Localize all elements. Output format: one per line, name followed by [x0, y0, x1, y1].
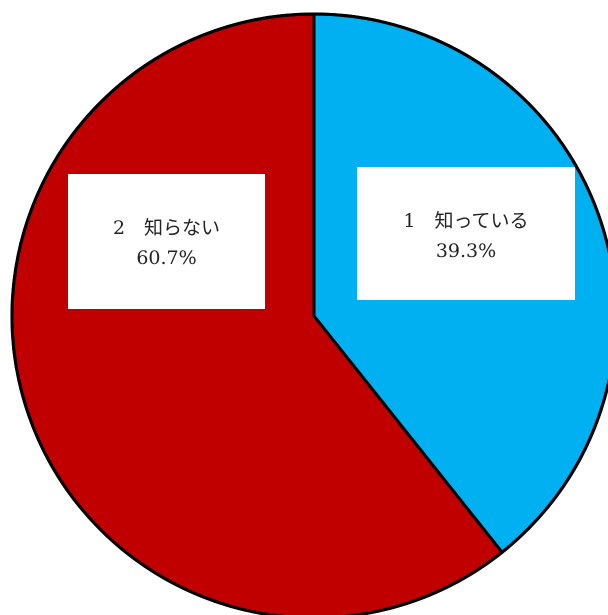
data-label-box [68, 174, 265, 309]
slice-value-label: 39.3% [436, 240, 496, 262]
pie-labels: 1 知っている 39.3% 2 知らない 60.7% [68, 167, 575, 309]
slice-value-label: 60.7% [136, 247, 196, 269]
data-label-2: 2 知らない 60.7% [68, 174, 265, 309]
data-label-box [357, 167, 575, 300]
data-label-1: 1 知っている 39.3% [357, 167, 575, 300]
slice-category-label: 2 知らない [113, 217, 220, 239]
pie-outline [10, 12, 608, 615]
slice-category-label: 1 知っている [403, 210, 528, 232]
pie-slices [10, 12, 608, 615]
